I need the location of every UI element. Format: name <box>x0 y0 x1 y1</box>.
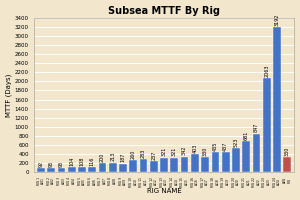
Y-axis label: MTTF (Days): MTTF (Days) <box>6 73 12 117</box>
Bar <box>253 134 260 172</box>
Bar <box>68 167 76 172</box>
Text: 213: 213 <box>110 152 115 161</box>
Bar <box>273 27 281 172</box>
Text: 93: 93 <box>49 160 54 167</box>
Text: 435: 435 <box>213 142 218 151</box>
Text: 104: 104 <box>69 157 74 166</box>
Bar <box>37 168 45 172</box>
Bar <box>119 164 127 172</box>
Text: 403: 403 <box>192 143 197 153</box>
Title: Subsea MTTF By Rig: Subsea MTTF By Rig <box>108 6 220 16</box>
Bar <box>78 167 86 172</box>
Bar <box>242 141 250 172</box>
Text: 260: 260 <box>131 150 136 159</box>
Text: 187: 187 <box>121 153 125 162</box>
Bar <box>160 158 168 172</box>
Bar <box>129 160 137 172</box>
X-axis label: RIG NAME: RIG NAME <box>147 188 182 194</box>
Text: 108: 108 <box>80 157 84 166</box>
Bar <box>232 148 240 172</box>
Text: 116: 116 <box>90 156 95 166</box>
Bar <box>191 154 199 172</box>
Bar <box>170 158 178 172</box>
Bar <box>109 163 117 172</box>
Text: 437: 437 <box>223 142 228 151</box>
Text: 93: 93 <box>59 160 64 167</box>
Text: 342: 342 <box>182 146 187 155</box>
Bar <box>263 78 271 172</box>
Bar <box>181 157 188 172</box>
Text: 237: 237 <box>151 151 156 160</box>
Bar <box>47 168 55 172</box>
Bar <box>222 152 230 172</box>
Bar <box>99 163 106 172</box>
Text: 847: 847 <box>254 123 259 132</box>
Text: 92: 92 <box>38 161 43 167</box>
Bar <box>150 161 158 172</box>
Bar <box>212 152 219 172</box>
Text: 200: 200 <box>100 152 105 162</box>
Text: 2063: 2063 <box>264 65 269 77</box>
Text: 330: 330 <box>202 146 208 156</box>
Bar <box>284 157 291 172</box>
Text: 3192: 3192 <box>274 13 280 26</box>
Text: 523: 523 <box>233 138 238 147</box>
Bar <box>140 159 147 172</box>
Text: 330: 330 <box>285 146 290 156</box>
Bar <box>58 168 65 172</box>
Bar <box>201 157 209 172</box>
Text: 681: 681 <box>244 131 249 140</box>
Bar <box>88 167 96 172</box>
Text: 321: 321 <box>172 147 177 156</box>
Text: 321: 321 <box>162 147 167 156</box>
Text: 283: 283 <box>141 149 146 158</box>
